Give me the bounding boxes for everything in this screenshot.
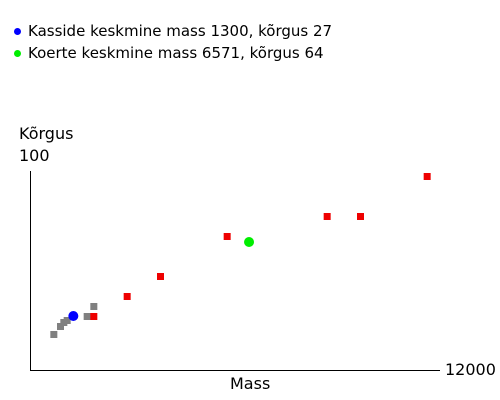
data-point-s1-4 (323, 213, 331, 220)
legend: Kasside keskmine mass 1300, kõrgus 27 Ko… (14, 20, 332, 64)
y-axis-max-label: 100 (19, 146, 50, 165)
data-point-s0-0 (50, 331, 58, 338)
legend-label-cats: Kasside keskmine mass 1300, kõrgus 27 (28, 22, 333, 40)
data-point-s0-1 (57, 323, 64, 330)
data-point-s1-5 (357, 213, 364, 220)
x-axis-max-label: 12000 (445, 360, 496, 379)
legend-label-dogs: Koerte keskmine mass 6571, kõrgus 64 (28, 44, 324, 62)
data-point-s0-4 (83, 313, 91, 320)
data-point-s1-0 (90, 313, 98, 320)
green-dot-icon (14, 49, 21, 57)
data-point-s1-2 (157, 273, 164, 280)
legend-item-dogs: Koerte keskmine mass 6571, kõrgus 64 (14, 42, 332, 64)
legend-item-cats: Kasside keskmine mass 1300, kõrgus 27 (14, 20, 332, 42)
x-axis-label: Mass (230, 374, 271, 393)
data-point-s2-0 (68, 311, 79, 321)
blue-dot-icon (14, 27, 21, 35)
data-point-s1-1 (123, 293, 131, 300)
data-point-s0-5 (90, 303, 98, 310)
data-point-s0-3 (63, 317, 71, 324)
data-point-s3-0 (244, 237, 255, 247)
data-point-s1-6 (423, 173, 431, 180)
y-axis-label: Kõrgus (19, 124, 74, 143)
points-layer (50, 173, 431, 338)
data-point-s1-3 (223, 233, 231, 240)
